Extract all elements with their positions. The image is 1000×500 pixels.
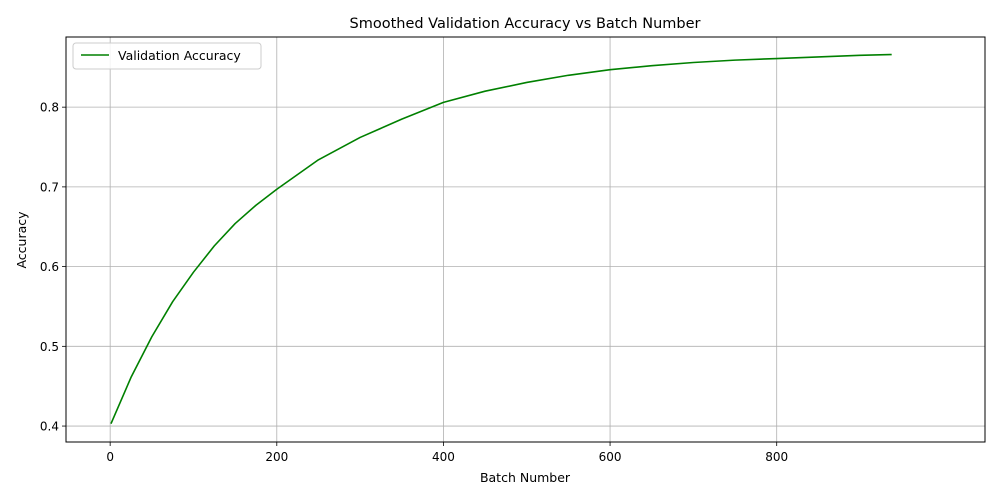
- x-ticks: 0 200 400 600 800: [106, 442, 788, 464]
- plot-frame: [65, 36, 986, 443]
- y-tick-label: 0.4: [40, 420, 59, 434]
- x-tick-label: 0: [106, 450, 114, 464]
- x-tick-label: 200: [265, 450, 288, 464]
- y-axis-label: Accuracy: [14, 211, 29, 269]
- legend: Validation Accuracy: [72, 42, 262, 70]
- x-tick-label: 800: [765, 450, 788, 464]
- y-tick-label: 0.8: [40, 101, 59, 115]
- grid: [66, 37, 985, 442]
- legend-label: Validation Accuracy: [118, 48, 241, 63]
- legend-box: [72, 42, 262, 70]
- y-tick-label: 0.5: [40, 340, 59, 354]
- y-ticks: 0.4 0.5 0.6 0.7 0.8: [40, 101, 66, 434]
- y-tick-label: 0.7: [40, 180, 59, 194]
- x-tick-label: 400: [432, 450, 455, 464]
- plot-area: 0 200 400 600 800 0.4 0.5 0.6 0.7 0.8: [40, 36, 986, 464]
- chart-title: Smoothed Validation Accuracy vs Batch Nu…: [350, 16, 701, 32]
- y-tick-label: 0.6: [40, 260, 59, 274]
- x-axis-label: Batch Number: [480, 470, 571, 485]
- plot-background: [66, 37, 985, 442]
- series-layer: [110, 53, 892, 424]
- x-tick-label: 600: [599, 450, 622, 464]
- series-line-validation-accuracy: [110, 53, 892, 424]
